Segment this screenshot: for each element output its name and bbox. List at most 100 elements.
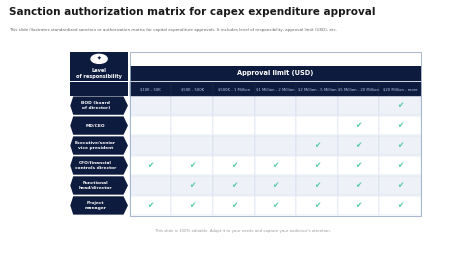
FancyBboxPatch shape — [130, 156, 172, 175]
FancyBboxPatch shape — [380, 82, 421, 97]
Text: ✔: ✔ — [314, 201, 320, 210]
FancyBboxPatch shape — [130, 66, 421, 81]
FancyBboxPatch shape — [130, 176, 172, 195]
Text: ✔: ✔ — [272, 181, 279, 190]
FancyBboxPatch shape — [255, 156, 296, 175]
FancyBboxPatch shape — [172, 117, 213, 135]
FancyBboxPatch shape — [380, 156, 421, 175]
Text: This slide illustrates standardized sanction or authorization matrix for capital: This slide illustrates standardized sanc… — [9, 28, 337, 32]
Text: ✔: ✔ — [356, 181, 362, 190]
FancyBboxPatch shape — [213, 117, 255, 135]
FancyBboxPatch shape — [213, 156, 255, 175]
Text: ✔: ✔ — [147, 161, 154, 170]
FancyBboxPatch shape — [296, 176, 338, 195]
FancyBboxPatch shape — [172, 176, 213, 195]
FancyBboxPatch shape — [70, 82, 128, 97]
Text: $1 Million - 2 Million: $1 Million - 2 Million — [256, 87, 295, 91]
FancyBboxPatch shape — [338, 117, 380, 135]
Text: ✔: ✔ — [397, 161, 403, 170]
Polygon shape — [70, 156, 128, 175]
FancyBboxPatch shape — [213, 176, 255, 195]
FancyBboxPatch shape — [130, 117, 172, 135]
Text: $10K - 50K: $10K - 50K — [140, 87, 161, 91]
Text: Sanction authorization matrix for capex expenditure approval: Sanction authorization matrix for capex … — [9, 7, 376, 17]
FancyBboxPatch shape — [380, 176, 421, 195]
FancyBboxPatch shape — [172, 156, 213, 175]
Text: Functional
head/director: Functional head/director — [79, 181, 112, 190]
Text: $2 Million - 5 Million: $2 Million - 5 Million — [298, 87, 336, 91]
FancyBboxPatch shape — [255, 136, 296, 155]
FancyBboxPatch shape — [380, 136, 421, 155]
Text: ✦: ✦ — [97, 56, 101, 61]
Text: ✔: ✔ — [356, 121, 362, 130]
Text: ✔: ✔ — [356, 201, 362, 210]
Polygon shape — [70, 97, 128, 115]
FancyBboxPatch shape — [338, 97, 380, 115]
FancyBboxPatch shape — [380, 196, 421, 215]
Polygon shape — [70, 196, 128, 215]
Text: ✔: ✔ — [231, 181, 237, 190]
Text: ✔: ✔ — [314, 181, 320, 190]
Text: ✔: ✔ — [189, 161, 195, 170]
Text: ✔: ✔ — [356, 161, 362, 170]
Text: ✔: ✔ — [189, 181, 195, 190]
Text: ✔: ✔ — [397, 181, 403, 190]
Text: ✔: ✔ — [397, 121, 403, 130]
Polygon shape — [70, 117, 128, 135]
FancyBboxPatch shape — [255, 97, 296, 115]
FancyBboxPatch shape — [172, 136, 213, 155]
FancyBboxPatch shape — [338, 82, 380, 97]
Text: ✔: ✔ — [272, 201, 279, 210]
Polygon shape — [70, 136, 128, 155]
FancyBboxPatch shape — [213, 97, 255, 115]
FancyBboxPatch shape — [213, 136, 255, 155]
Text: Level
of responsibility: Level of responsibility — [76, 68, 122, 79]
FancyBboxPatch shape — [255, 117, 296, 135]
Text: ✔: ✔ — [189, 201, 195, 210]
Text: ✔: ✔ — [272, 161, 279, 170]
FancyBboxPatch shape — [255, 196, 296, 215]
FancyBboxPatch shape — [296, 82, 338, 97]
FancyBboxPatch shape — [130, 97, 172, 115]
FancyBboxPatch shape — [213, 82, 255, 97]
Text: BOD (board
of director): BOD (board of director) — [81, 101, 110, 110]
Text: ✔: ✔ — [231, 161, 237, 170]
FancyBboxPatch shape — [296, 117, 338, 135]
Text: ✔: ✔ — [397, 201, 403, 210]
Text: ✔: ✔ — [397, 141, 403, 150]
FancyBboxPatch shape — [338, 136, 380, 155]
FancyBboxPatch shape — [338, 176, 380, 195]
Text: This slide is 100% editable. Adapt it to your needs and capture your audience's : This slide is 100% editable. Adapt it to… — [155, 229, 331, 233]
FancyBboxPatch shape — [130, 82, 172, 97]
FancyBboxPatch shape — [338, 196, 380, 215]
Text: ✔: ✔ — [356, 141, 362, 150]
FancyBboxPatch shape — [296, 136, 338, 155]
FancyBboxPatch shape — [255, 82, 296, 97]
Text: ✔: ✔ — [231, 201, 237, 210]
FancyBboxPatch shape — [296, 196, 338, 215]
Text: ✔: ✔ — [314, 161, 320, 170]
FancyBboxPatch shape — [380, 117, 421, 135]
FancyBboxPatch shape — [338, 156, 380, 175]
FancyBboxPatch shape — [255, 176, 296, 195]
FancyBboxPatch shape — [70, 52, 128, 67]
FancyBboxPatch shape — [172, 97, 213, 115]
FancyBboxPatch shape — [296, 156, 338, 175]
Text: Executive/senior
vice president: Executive/senior vice president — [75, 141, 116, 150]
Text: Project
manager: Project manager — [85, 201, 107, 210]
Text: CFO/financial
controls director: CFO/financial controls director — [75, 161, 116, 170]
FancyBboxPatch shape — [130, 136, 172, 155]
FancyBboxPatch shape — [172, 196, 213, 215]
FancyBboxPatch shape — [213, 196, 255, 215]
Polygon shape — [70, 176, 128, 195]
Text: $50K - 500K: $50K - 500K — [181, 87, 204, 91]
FancyBboxPatch shape — [130, 196, 172, 215]
Text: ✔: ✔ — [147, 201, 154, 210]
Circle shape — [91, 54, 107, 63]
Text: Approval limit (USD): Approval limit (USD) — [237, 70, 314, 76]
FancyBboxPatch shape — [296, 97, 338, 115]
Text: $20 Million - more: $20 Million - more — [383, 87, 418, 91]
FancyBboxPatch shape — [380, 97, 421, 115]
FancyBboxPatch shape — [172, 82, 213, 97]
Text: ✔: ✔ — [314, 141, 320, 150]
